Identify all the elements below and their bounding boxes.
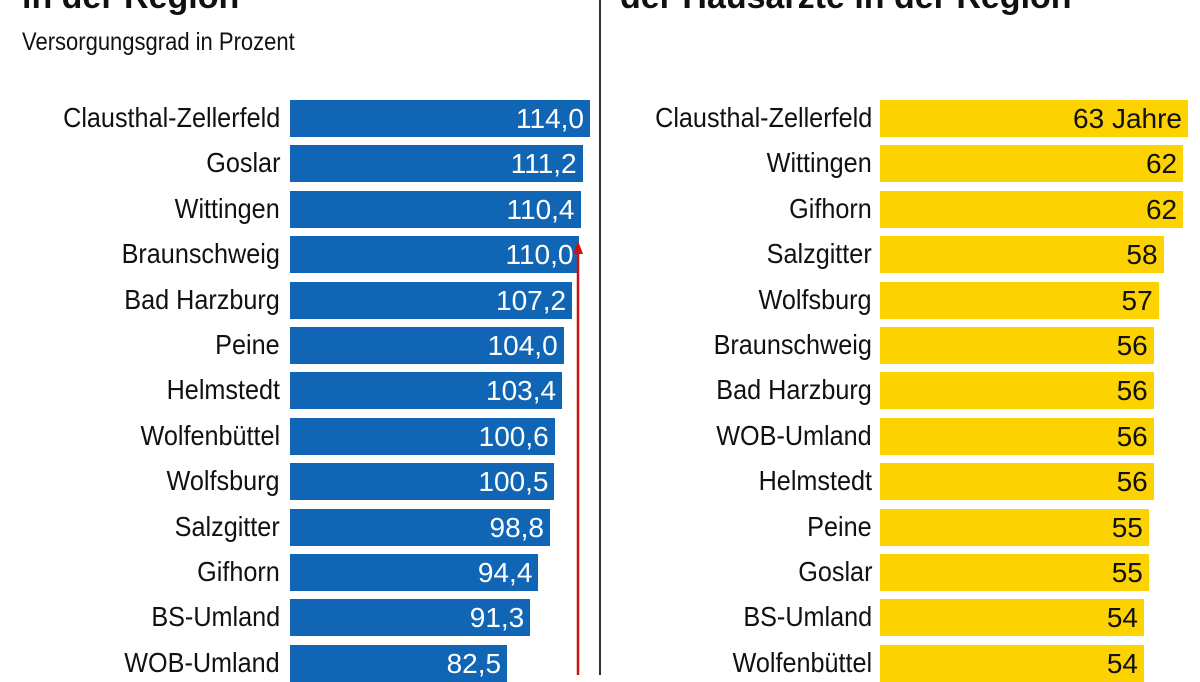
bar: 58 (880, 236, 1164, 274)
data-label: 57 (1121, 284, 1153, 316)
category-label: Wolfenbüttel (732, 646, 872, 678)
bar: 111,2 (290, 145, 583, 183)
category-label: BS-Umland (743, 601, 872, 633)
data-label: 56 (1116, 420, 1148, 452)
data-label: 56 (1116, 375, 1148, 407)
data-label: 114,0 (516, 103, 584, 134)
bar: 100,6 (290, 417, 555, 455)
category-label: Braunschweig (713, 329, 872, 360)
bar: 107,2 (290, 281, 573, 319)
data-label: 82,5 (446, 647, 502, 679)
bar: 56 (880, 327, 1154, 364)
category-label: Bad Harzburg (716, 374, 872, 406)
left-chart-title: in der Region (22, 0, 239, 17)
data-label: 98,8 (489, 511, 545, 543)
category-label: Bad Harzburg (124, 283, 280, 315)
bar: 114,0 (290, 100, 590, 137)
bar: 57 (880, 281, 1159, 319)
bar: 55 (880, 554, 1149, 591)
category-label: Wolfenbüttel (140, 419, 280, 451)
data-label: 62 (1145, 193, 1178, 225)
category-label: Goslar (797, 556, 872, 587)
bar: 98,8 (290, 508, 550, 546)
data-label: 56 (1116, 466, 1148, 498)
data-label: 104,0 (487, 330, 558, 361)
data-label: 100,5 (478, 466, 549, 498)
category-label: Braunschweig (121, 238, 280, 270)
bar: 94,4 (290, 554, 539, 591)
category-label: Clausthal-Zellerfeld (62, 102, 280, 133)
category-label: Helmstedt (166, 374, 280, 406)
data-label: 100,6 (478, 420, 549, 452)
bar: 63 Jahre (880, 100, 1188, 137)
data-label: 55 (1111, 511, 1143, 543)
category-label: BS-Umland (151, 601, 280, 633)
data-label: 54 (1106, 647, 1138, 679)
bar: 56 (880, 417, 1154, 455)
data-label: 55 (1111, 557, 1143, 588)
category-label: Peine (807, 510, 872, 542)
bar: 91,3 (290, 599, 531, 637)
data-label: 110,4 (506, 193, 575, 225)
arrow-head (573, 241, 583, 254)
bar: 62 (880, 190, 1184, 228)
category-label: Wolfsburg (167, 465, 280, 497)
category-label: Gifhorn (789, 192, 872, 224)
bar: 56 (880, 372, 1154, 410)
right-chart-title: der Hausärzte in der Region (620, 0, 1072, 17)
category-label: Gifhorn (197, 556, 280, 587)
data-label: 62 (1145, 148, 1178, 180)
data-label: 56 (1116, 330, 1148, 361)
data-label: 110,0 (505, 239, 574, 271)
category-label: WOB-Umland (716, 419, 872, 451)
category-label: Wittingen (766, 147, 872, 179)
data-label: 107,2 (496, 284, 567, 316)
category-label: Wittingen (174, 192, 280, 224)
data-label: 63 Jahre (1073, 103, 1182, 134)
bar: 110,4 (290, 190, 581, 228)
bar: 54 (880, 599, 1144, 637)
data-label: 58 (1126, 239, 1158, 271)
bar: 56 (880, 463, 1154, 501)
left-chart-subtitle: Versorgungsgrad in Prozent (22, 28, 295, 56)
category-label: Clausthal-Zellerfeld (654, 102, 872, 133)
data-label: 111,2 (510, 148, 577, 180)
bar: 55 (880, 508, 1149, 546)
data-label: 103,4 (486, 375, 557, 407)
data-label: 54 (1106, 602, 1138, 634)
category-label: Helmstedt (758, 465, 872, 497)
data-label: 94,4 (477, 557, 533, 588)
category-label: Salzgitter (766, 238, 872, 270)
category-label: WOB-Umland (124, 646, 280, 678)
data-label: 91,3 (469, 602, 525, 634)
category-label: Peine (215, 329, 280, 360)
bar: 100,5 (290, 463, 555, 501)
category-label: Goslar (205, 147, 280, 179)
category-label: Salzgitter (174, 510, 280, 542)
bar: 104,0 (290, 327, 564, 364)
bar: 62 (880, 145, 1184, 183)
category-label: Wolfsburg (759, 283, 872, 315)
divider (599, 0, 601, 675)
bar: 110,0 (290, 236, 580, 274)
bar: 103,4 (290, 372, 563, 410)
